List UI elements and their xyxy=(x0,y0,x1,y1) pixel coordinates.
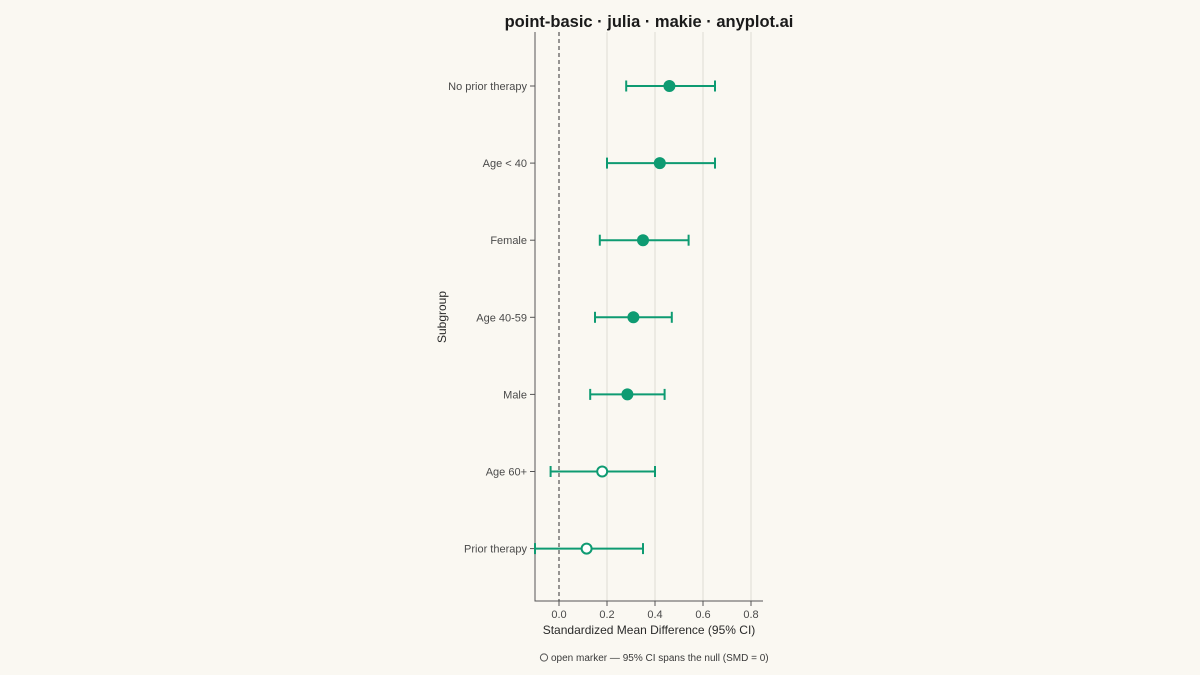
estimate-row xyxy=(534,542,644,555)
y-tick-label: Prior therapy xyxy=(464,544,527,556)
chart-title: point-basic · julia · makie · anyplot.ai xyxy=(505,13,794,31)
footnote: open marker — 95% CI spans the null (SMD… xyxy=(539,653,769,664)
y-tick-label: Age 60+ xyxy=(486,467,527,479)
estimate-row xyxy=(594,311,673,324)
open-marker-icon xyxy=(539,653,549,662)
estimate-row xyxy=(625,80,716,92)
estimate-row xyxy=(589,388,666,401)
estimate-point-open xyxy=(596,465,609,478)
footnote-text: open marker — 95% CI spans the null (SMD… xyxy=(551,653,769,664)
x-tick-label: 0.6 xyxy=(695,609,710,621)
y-tick-label: Age 40-59 xyxy=(476,312,527,324)
x-tick-label: 0.2 xyxy=(599,609,614,621)
estimate-row xyxy=(549,465,656,478)
x-axis-ticks: 0.0 0.2 0.4 0.6 0.8 xyxy=(551,601,759,621)
estimate-point xyxy=(627,311,640,324)
y-tick-label: No prior therapy xyxy=(448,81,527,93)
x-axis-label: Standardized Mean Difference (95% CI) xyxy=(543,623,756,637)
estimate-point xyxy=(637,234,649,247)
estimate-point xyxy=(653,157,666,170)
axes xyxy=(534,32,763,602)
estimate-row xyxy=(598,234,690,247)
y-tick-label: Age < 40 xyxy=(483,158,527,170)
x-tick-label: 0.4 xyxy=(647,609,662,621)
y-tick-label: Male xyxy=(503,389,527,401)
estimate-point-open xyxy=(580,542,593,555)
x-tick-label: 0.8 xyxy=(743,609,758,621)
x-tick-label: 0.0 xyxy=(551,609,566,621)
y-axis-ticks: No prior therapy Age < 40 Female Age 40-59 M… xyxy=(448,81,535,556)
y-tick-label: Female xyxy=(490,235,527,247)
estimate-point xyxy=(621,388,634,401)
estimate-row xyxy=(606,157,716,170)
estimates xyxy=(534,80,716,555)
estimate-point xyxy=(663,80,676,92)
y-axis-label: Subgroup xyxy=(435,291,449,343)
